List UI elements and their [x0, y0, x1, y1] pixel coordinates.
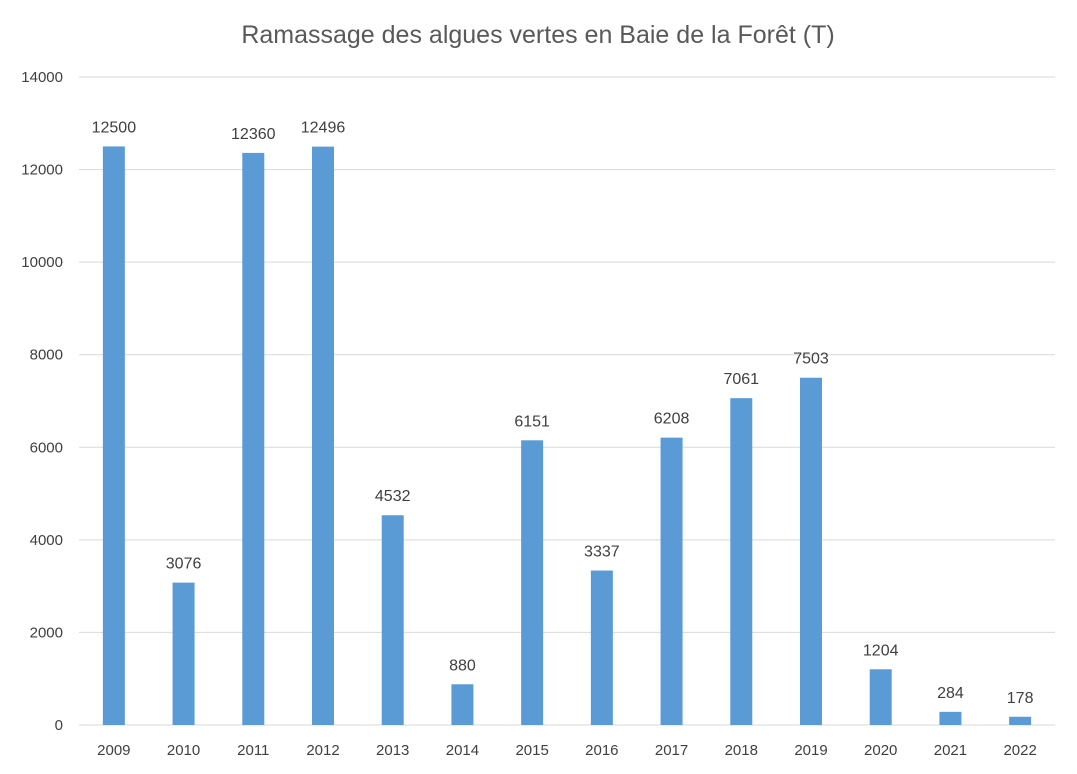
y-tick-label: 6000 [30, 439, 63, 456]
bar-2017 [660, 437, 683, 725]
data-labels: 12500 3076 12360 12496 4532 880 6151 3337 6208 70… [92, 119, 1034, 706]
bar-2018 [730, 398, 753, 725]
data-label-2019: 7503 [793, 351, 829, 368]
chart-title: Ramassage des algues vertes en Baie de l… [241, 21, 834, 49]
x-tick-label: 2021 [934, 742, 967, 759]
bar-2012 [312, 146, 334, 725]
data-label-2016: 3337 [584, 544, 620, 561]
x-tick-label: 2020 [864, 742, 897, 759]
data-label-2012: 12496 [301, 120, 346, 137]
x-tick-label: 2009 [97, 742, 130, 759]
bar-2015 [521, 440, 544, 725]
x-tick-label: 2010 [167, 742, 200, 759]
y-tick-label: 14000 [21, 69, 63, 86]
bars [102, 146, 1032, 725]
data-label-2020: 1204 [863, 642, 899, 659]
bar-2010 [172, 582, 195, 725]
bar-2009 [102, 146, 125, 725]
x-tick-label: 2015 [515, 742, 548, 759]
x-tick-label: 2016 [585, 742, 618, 759]
x-tick-label: 2014 [446, 742, 479, 759]
data-label-2017: 6208 [654, 411, 690, 428]
y-tick-label: 12000 [21, 162, 63, 179]
x-tick-label: 2012 [306, 742, 339, 759]
bar-2013 [381, 515, 404, 725]
y-axis-tick-labels: 0 2000 4000 6000 8000 10000 12000 14000 [21, 69, 63, 734]
x-tick-label: 2022 [1003, 742, 1036, 759]
x-tick-label: 2011 [237, 742, 269, 759]
x-tick-label: 2019 [794, 742, 827, 759]
data-label-2009: 12500 [92, 119, 137, 136]
data-label-2010: 3076 [166, 556, 202, 573]
y-tick-label: 0 [55, 717, 63, 734]
bar-2020 [869, 669, 892, 725]
x-tick-label: 2017 [655, 742, 688, 759]
y-tick-label: 4000 [30, 532, 63, 549]
bar-2014 [451, 684, 474, 725]
data-label-2021: 284 [937, 685, 964, 702]
y-tick-label: 2000 [30, 624, 63, 641]
bar-2021 [939, 711, 962, 725]
x-tick-label: 2018 [725, 742, 758, 759]
bar-2011 [242, 152, 265, 725]
bar-2016 [590, 570, 613, 725]
data-label-2011: 12360 [231, 126, 276, 143]
x-tick-label: 2013 [376, 742, 409, 759]
data-label-2022: 178 [1007, 690, 1034, 707]
data-label-2018: 7061 [723, 371, 759, 388]
y-tick-label: 10000 [21, 254, 63, 271]
bar-2019 [800, 377, 822, 725]
data-label-2013: 4532 [375, 488, 411, 505]
x-axis-tick-labels: 2009 2010 2011 2012 2013 2014 2015 2016 2017 2018… [97, 742, 1037, 759]
y-tick-label: 8000 [30, 347, 63, 364]
gridlines [79, 76, 1055, 726]
bar-2022 [1009, 716, 1032, 725]
data-label-2015: 6151 [514, 413, 550, 430]
data-label-2014: 880 [449, 657, 476, 674]
